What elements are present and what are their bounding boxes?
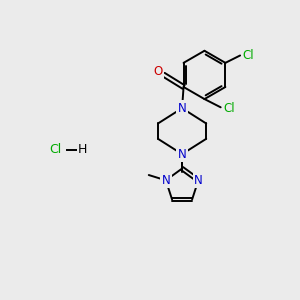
Text: Cl: Cl — [223, 102, 235, 115]
Text: O: O — [153, 65, 162, 78]
Text: Cl: Cl — [49, 143, 61, 157]
Text: N: N — [178, 148, 187, 160]
Text: N: N — [194, 174, 203, 187]
Text: H: H — [78, 143, 88, 157]
Text: N: N — [178, 102, 187, 115]
Text: Cl: Cl — [242, 49, 254, 62]
Text: N: N — [161, 174, 170, 187]
